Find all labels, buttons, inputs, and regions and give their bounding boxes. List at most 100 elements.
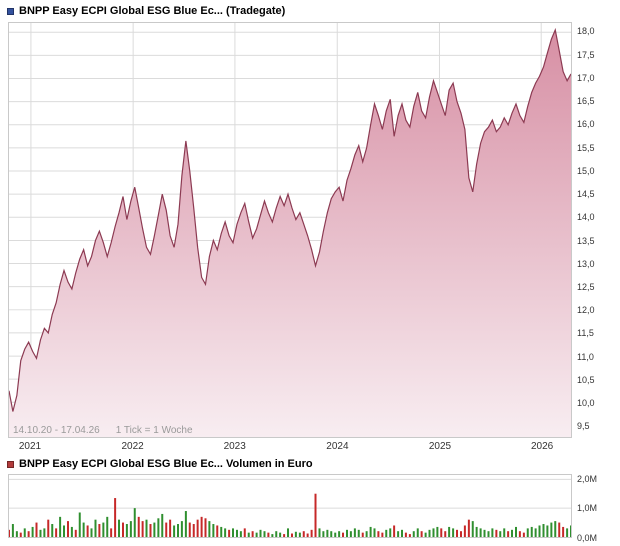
- volume-bar: [558, 522, 561, 537]
- volume-bar: [212, 524, 215, 537]
- volume-bar: [129, 521, 132, 537]
- volume-bar: [420, 531, 423, 537]
- price-y-tick-label: 15,5: [577, 142, 595, 153]
- chart-info-text: 14.10.20 - 17.04.26 1 Tick = 1 Woche: [13, 425, 209, 436]
- volume-bar: [9, 529, 10, 537]
- volume-bar: [74, 529, 77, 537]
- volume-bar: [546, 525, 549, 537]
- price-x-tick-label: 2024: [326, 441, 349, 452]
- price-x-tick-label: 2026: [530, 441, 554, 452]
- volume-bar: [19, 532, 22, 537]
- volume-bar: [562, 526, 565, 537]
- volume-bar: [522, 532, 525, 537]
- volume-bar: [263, 531, 266, 537]
- volume-bar: [31, 526, 34, 537]
- volume-bar: [487, 531, 490, 537]
- volume-bar: [243, 528, 246, 537]
- volume-bar: [165, 522, 168, 537]
- price-chart-plot: 14.10.20 - 17.04.26 1 Tick = 1 Woche: [8, 22, 572, 438]
- volume-bar: [283, 534, 286, 537]
- volume-bar: [51, 524, 54, 537]
- volume-bar: [267, 532, 270, 537]
- volume-bar: [349, 531, 352, 537]
- price-y-tick-label: 13,0: [577, 258, 595, 269]
- volume-bar: [11, 524, 14, 537]
- volume-bar: [114, 498, 117, 537]
- volume-bar: [534, 528, 537, 537]
- volume-bar: [228, 529, 231, 537]
- volume-bar: [290, 533, 293, 537]
- volume-bar: [70, 526, 73, 537]
- price-y-tick-label: 12,0: [577, 305, 595, 316]
- volume-bar: [416, 528, 419, 537]
- volume-bar: [302, 531, 305, 537]
- tick-interval-label: 1 Tick = 1 Woche: [115, 425, 193, 436]
- volume-chart-title: BNPP Easy ECPI Global ESG Blue Ec... Vol…: [19, 458, 313, 470]
- price-y-tick-label: 10,0: [577, 398, 595, 409]
- volume-bar: [188, 522, 191, 537]
- volume-bar: [518, 531, 521, 537]
- volume-bar: [251, 531, 254, 537]
- volume-bar: [491, 528, 494, 537]
- volume-bar: [514, 526, 517, 537]
- price-y-tick-label: 17,5: [577, 49, 595, 60]
- volume-bar: [224, 528, 227, 537]
- volume-bar: [59, 516, 62, 537]
- price-y-tick-label: 14,0: [577, 212, 595, 223]
- volume-bar: [357, 529, 360, 537]
- volume-bar: [542, 524, 545, 537]
- volume-bar: [161, 513, 164, 537]
- volume-bar: [353, 528, 356, 537]
- volume-bar: [467, 519, 470, 537]
- price-y-tick-label: 16,0: [577, 119, 595, 130]
- volume-bar: [428, 529, 431, 537]
- price-y-tick-label: 11,0: [577, 351, 594, 362]
- volume-bar: [27, 531, 30, 537]
- volume-bar: [208, 521, 211, 537]
- volume-bar: [47, 519, 50, 537]
- volume-bar: [149, 524, 152, 537]
- volume-bar: [298, 532, 301, 537]
- volume-bar: [184, 511, 187, 537]
- volume-bar: [322, 531, 325, 537]
- volume-bar: [145, 519, 148, 537]
- volume-bar: [330, 531, 333, 537]
- volume-bar: [232, 528, 234, 537]
- volume-bar: [235, 529, 238, 537]
- price-chart-header: BNPP Easy ECPI Global ESG Blue Ec... (Tr…: [7, 4, 285, 18]
- volume-bar: [137, 516, 140, 537]
- volume-bar: [63, 525, 66, 537]
- price-y-tick-label: 14,5: [577, 189, 595, 199]
- volume-bar: [554, 521, 557, 537]
- volume-bar: [294, 531, 297, 537]
- volume-bar: [279, 532, 282, 537]
- volume-bar: [479, 528, 482, 537]
- volume-bar: [204, 518, 207, 537]
- volume-bar: [125, 524, 128, 537]
- volume-bar: [499, 531, 502, 537]
- volume-series-marker-icon: [7, 460, 14, 468]
- volume-bar: [310, 529, 313, 537]
- volume-bar: [452, 528, 455, 537]
- volume-bar: [271, 534, 274, 537]
- volume-bar: [377, 531, 380, 537]
- price-x-tick-label: 2025: [428, 441, 452, 452]
- volume-bar: [550, 522, 553, 537]
- volume-bar: [82, 522, 85, 537]
- volume-bar: [432, 528, 435, 537]
- price-y-tick-label: 15,0: [577, 165, 595, 176]
- volume-bar: [141, 521, 144, 537]
- volume-bar: [408, 534, 411, 537]
- volume-bar: [39, 529, 42, 537]
- volume-bar: [385, 529, 388, 537]
- price-y-tick-label: 12,5: [577, 281, 595, 292]
- volume-bar: [216, 525, 219, 537]
- volume-bar: [255, 532, 258, 537]
- volume-bar: [78, 512, 81, 537]
- price-x-tick-label: 2022: [121, 441, 144, 452]
- volume-bar: [192, 524, 195, 537]
- volume-y-axis: 2,0M 1,0M 0,0M: [574, 474, 618, 544]
- volume-bar: [90, 528, 93, 537]
- volume-bar: [133, 508, 136, 537]
- volume-bar: [346, 529, 348, 537]
